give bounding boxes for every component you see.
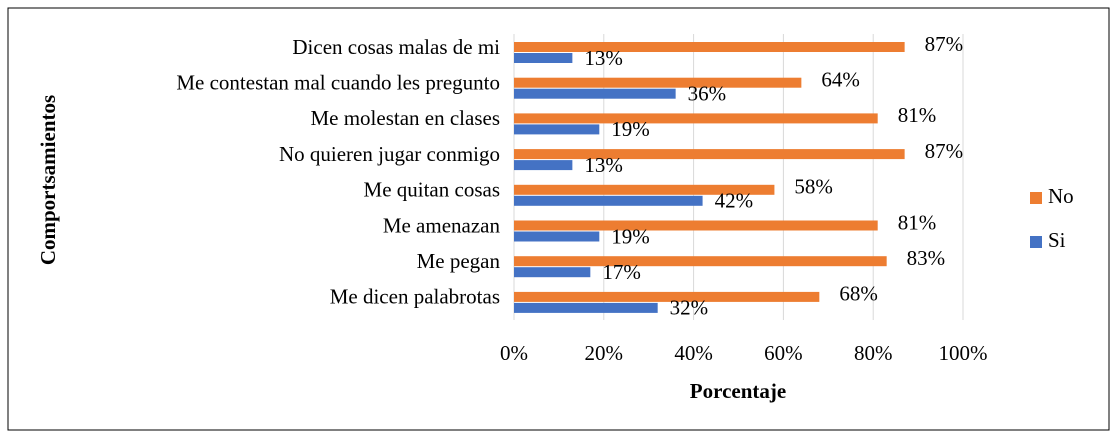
data-label: 87%: [925, 139, 964, 163]
data-label: 13%: [584, 153, 623, 177]
bar: [514, 149, 905, 160]
x-tick-label: 60%: [764, 341, 803, 365]
data-label: 87%: [925, 32, 964, 56]
bar: [514, 256, 887, 267]
bar: [514, 302, 658, 313]
data-label: 36%: [688, 82, 727, 106]
y-tick-label: Me contestan mal cuando les pregunto: [176, 71, 500, 95]
bar: [514, 88, 676, 99]
x-tick-label: 100%: [939, 341, 988, 365]
y-tick-label: Me amenazan: [383, 213, 501, 237]
bar: [514, 77, 802, 88]
bar: [514, 184, 775, 195]
data-label: 32%: [670, 296, 709, 320]
data-label: 42%: [715, 189, 754, 213]
data-label: 13%: [584, 46, 623, 70]
x-axis-label: Porcentaje: [690, 379, 786, 403]
x-tick-label: 80%: [854, 341, 893, 365]
bar: [514, 231, 600, 242]
data-label: 68%: [839, 282, 878, 306]
legend-swatch: [1030, 192, 1042, 204]
x-tick-label: 0%: [500, 341, 528, 365]
bar: [514, 267, 591, 278]
legend-label: No: [1048, 184, 1074, 208]
bar: [514, 160, 573, 171]
x-tick-label: 20%: [585, 341, 624, 365]
data-label: 81%: [898, 210, 937, 234]
bar: [514, 291, 820, 302]
data-label: 83%: [907, 246, 946, 270]
y-tick-label: Me quitan cosas: [364, 178, 500, 202]
y-tick-label: Me molestan en clases: [310, 106, 500, 130]
data-label: 19%: [611, 117, 650, 141]
data-label: 19%: [611, 224, 650, 248]
data-label: 17%: [602, 260, 641, 284]
chart-border: [7, 7, 1110, 431]
bar: [514, 220, 878, 231]
y-tick-label: Dicen cosas malas de mi: [292, 35, 500, 59]
bar: [514, 42, 905, 52]
data-label: 81%: [898, 103, 937, 127]
y-tick-label: Me pegan: [417, 249, 501, 273]
data-label: 58%: [794, 175, 833, 199]
y-tick-label: Me dicen palabrotas: [330, 285, 500, 309]
bar: [514, 195, 703, 206]
bar: [514, 53, 573, 63]
y-axis-label: Comportsamientos: [36, 95, 60, 265]
y-tick-label: No quieren jugar conmigo: [279, 142, 500, 166]
bar: [514, 124, 600, 135]
legend-swatch: [1030, 236, 1042, 248]
x-tick-label: 40%: [674, 341, 713, 365]
data-label: 64%: [821, 68, 860, 92]
legend-label: Si: [1048, 228, 1066, 252]
bar: [514, 113, 878, 124]
